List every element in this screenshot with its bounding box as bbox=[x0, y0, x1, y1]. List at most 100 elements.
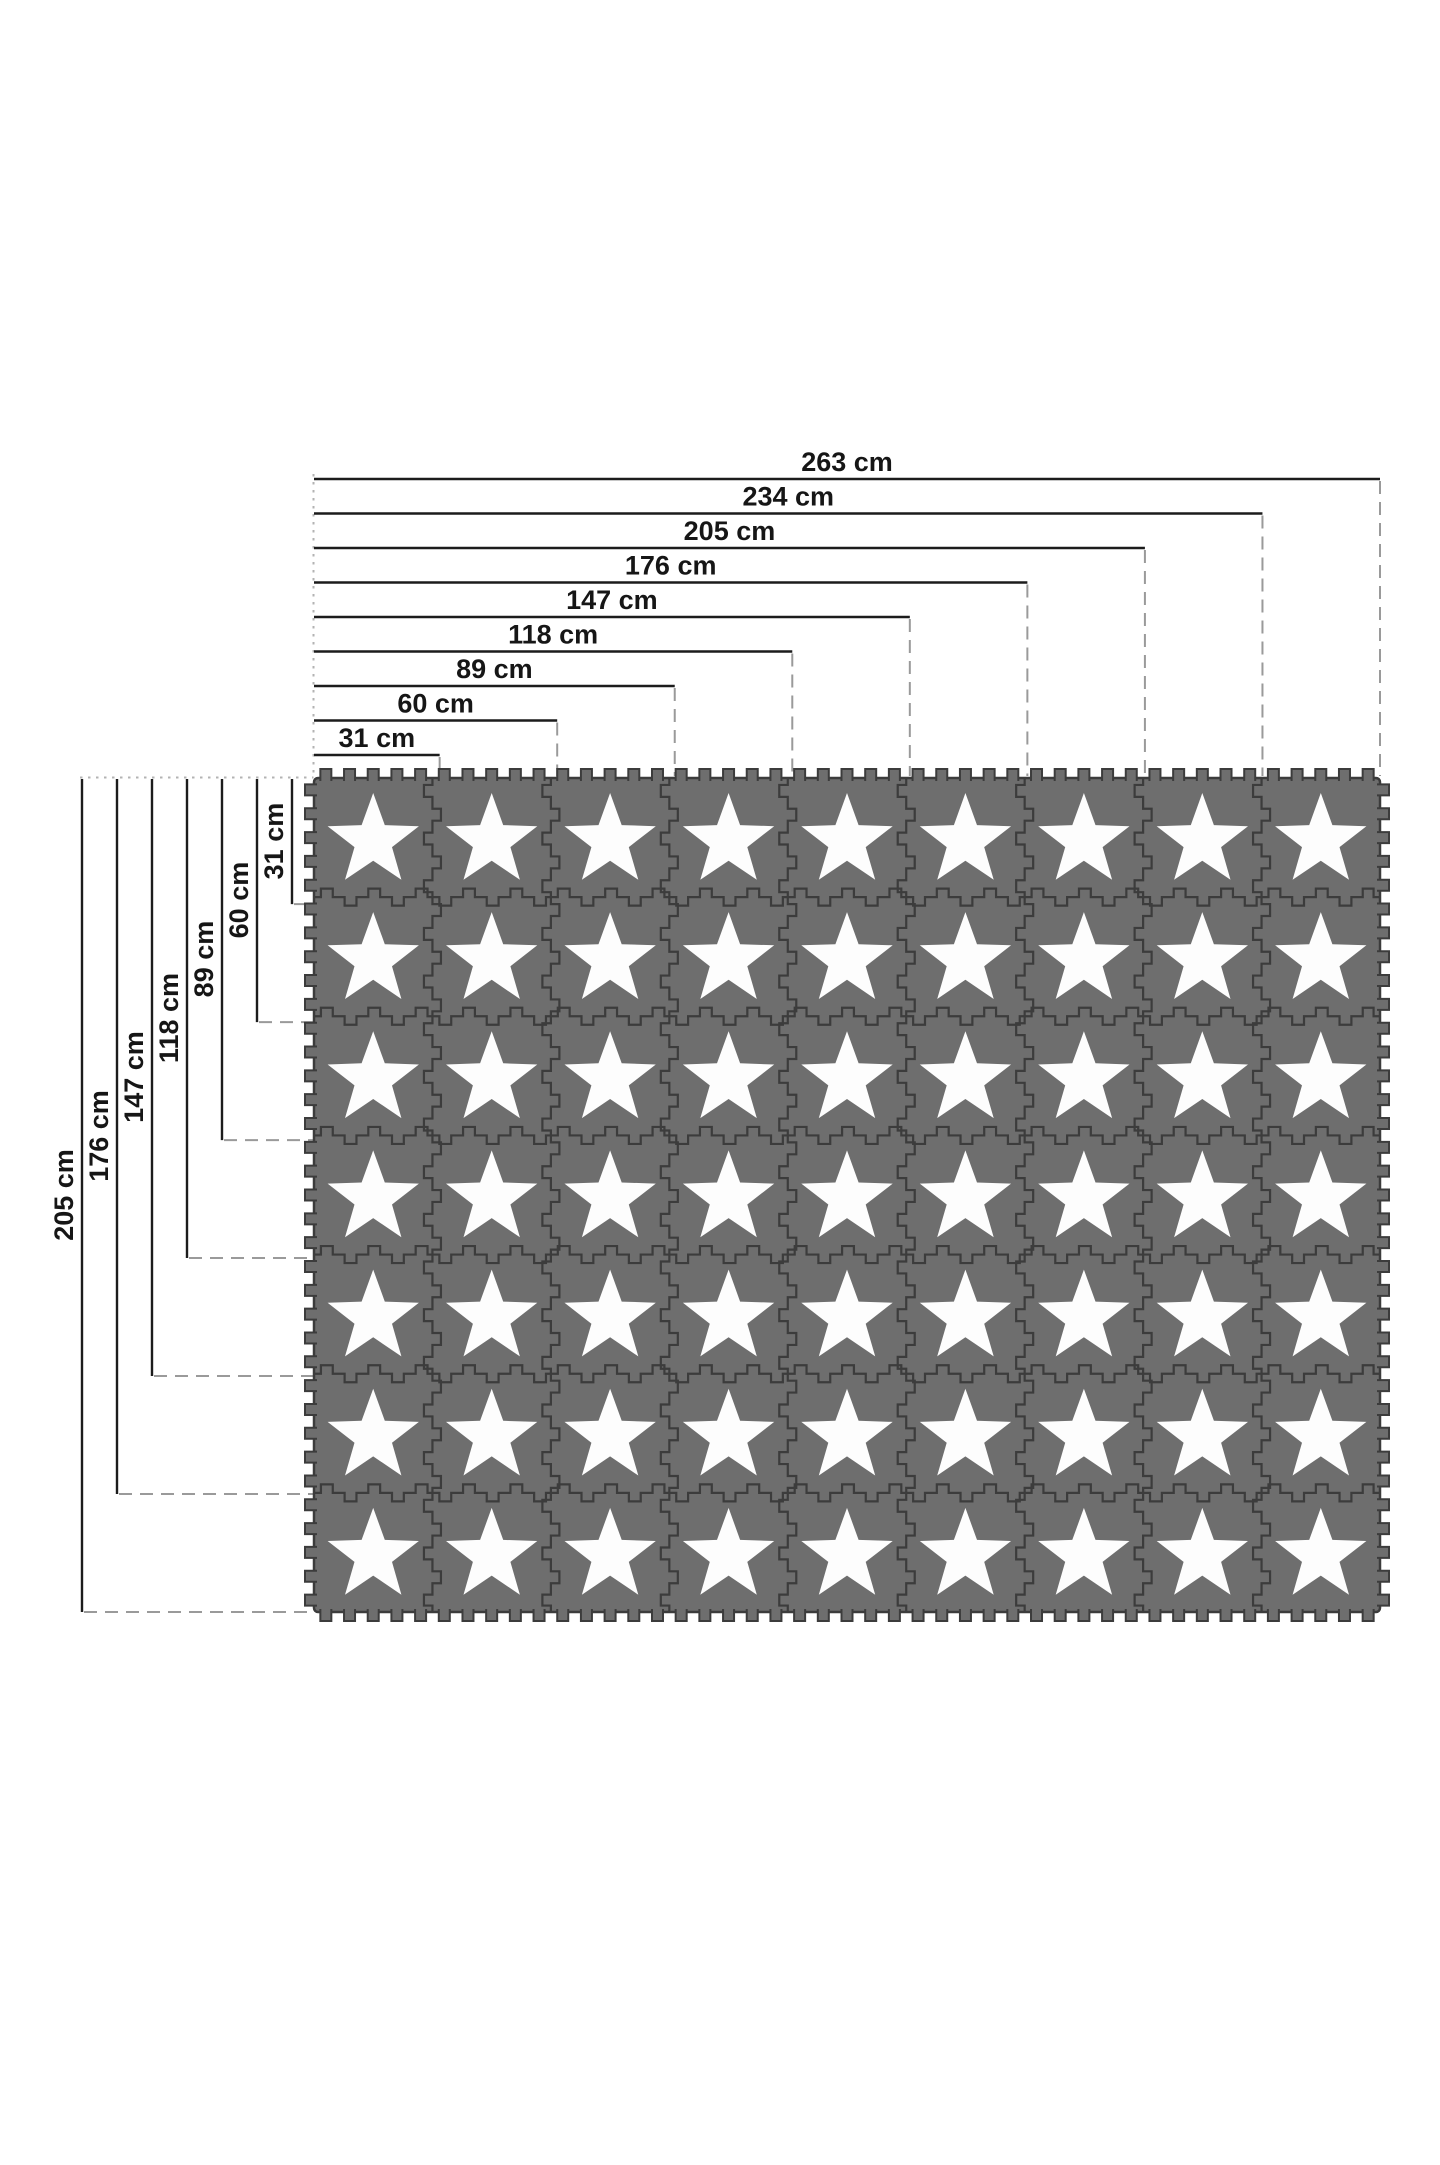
height-dim-label-89: 89 cm bbox=[189, 921, 219, 998]
star-icon bbox=[1038, 1269, 1130, 1357]
mat-tooth-right bbox=[1377, 1259, 1390, 1273]
mat-tooth-left bbox=[304, 1522, 317, 1536]
star-icon bbox=[446, 1388, 538, 1476]
mat-tooth-bottom bbox=[390, 1609, 404, 1622]
mat-tooth-bottom bbox=[343, 1609, 357, 1622]
star-icon bbox=[446, 1150, 538, 1238]
mat-tooth-bottom bbox=[1124, 1609, 1138, 1622]
star-icon bbox=[801, 1269, 893, 1357]
mat-tooth-bottom bbox=[1337, 1609, 1351, 1622]
star-icon bbox=[919, 912, 1012, 999]
mat-tooth-right bbox=[1377, 1021, 1390, 1035]
mat-tooth-right bbox=[1377, 1545, 1390, 1559]
star-icon bbox=[1275, 912, 1367, 999]
mat-tooth-bottom bbox=[935, 1609, 949, 1622]
mat-tooth-bottom bbox=[437, 1609, 451, 1622]
star-icon bbox=[1156, 912, 1248, 999]
mat-tooth-top bbox=[1290, 768, 1304, 781]
mat-tooth-right bbox=[1377, 1593, 1390, 1607]
star-icon bbox=[327, 1150, 419, 1238]
mat-seam-vertical bbox=[778, 779, 798, 1611]
star-icon bbox=[327, 1507, 419, 1595]
mat-tooth-right bbox=[1377, 878, 1390, 892]
mat-tooth-bottom bbox=[1077, 1609, 1091, 1622]
mat-tooth-bottom bbox=[816, 1609, 830, 1622]
height-dim-label-147: 147 cm bbox=[119, 1031, 149, 1123]
mat-tooth-bottom bbox=[1030, 1609, 1044, 1622]
mat-tooth-left bbox=[304, 950, 317, 964]
mat-tooth-bottom bbox=[887, 1609, 901, 1622]
star-icon bbox=[801, 1507, 893, 1595]
mat-seam-vertical bbox=[659, 779, 679, 1611]
star-icon bbox=[919, 793, 1012, 880]
mat-tooth-right bbox=[1377, 1355, 1390, 1369]
width-dim-label-118: 118 cm bbox=[508, 620, 598, 650]
mat-tooth-left bbox=[304, 974, 317, 988]
mat-tooth-right bbox=[1377, 1164, 1390, 1178]
mat-tooth-bottom bbox=[1006, 1609, 1020, 1622]
mat-tooth-top bbox=[650, 768, 664, 781]
mat-tooth-left bbox=[304, 1140, 317, 1154]
mat-tooth-bottom bbox=[840, 1609, 854, 1622]
star-icon bbox=[327, 1388, 419, 1476]
mat-tooth-right bbox=[1377, 1236, 1390, 1250]
star-icon bbox=[564, 1031, 656, 1119]
mat-tooth-left bbox=[304, 902, 317, 916]
mat-tooth-left bbox=[304, 1355, 317, 1369]
mat-tooth-bottom bbox=[769, 1609, 783, 1622]
mat-tooth-right bbox=[1377, 1212, 1390, 1226]
width-dimensions: 263 cm 234 cm 205 cm 176 cm 147 cm 118 cm 89 c… bbox=[314, 447, 1381, 776]
star-icon bbox=[801, 793, 893, 880]
mat-tooth-top bbox=[556, 768, 570, 781]
star-icon bbox=[446, 1269, 538, 1357]
mat-tooth-top bbox=[1172, 768, 1186, 781]
mat-tooth-right bbox=[1377, 1045, 1390, 1059]
star-icon bbox=[1038, 1150, 1130, 1238]
mat-tooth-left bbox=[304, 1259, 317, 1273]
star-icon bbox=[1156, 1388, 1248, 1476]
height-dim-label-60: 60 cm bbox=[224, 862, 254, 939]
mat-tooth-left bbox=[304, 1474, 317, 1488]
mat-tooth-right bbox=[1377, 1331, 1390, 1345]
mat-tooth-top bbox=[461, 768, 475, 781]
star-icon bbox=[1156, 1507, 1248, 1595]
mat-tooth-left bbox=[304, 1117, 317, 1131]
star-icon bbox=[1275, 1269, 1367, 1357]
mat-tooth-top bbox=[627, 768, 641, 781]
mat-tooth-left bbox=[304, 1569, 317, 1583]
mat-tooth-top bbox=[1148, 768, 1162, 781]
mat-tooth-left bbox=[304, 1545, 317, 1559]
mat-tooth-left bbox=[304, 1069, 317, 1083]
mat-tooth-left bbox=[304, 1379, 317, 1393]
mat-tooth-bottom bbox=[461, 1609, 475, 1622]
star-icon bbox=[564, 1507, 656, 1595]
mat-tooth-right bbox=[1377, 1498, 1390, 1512]
mat-tooth-bottom bbox=[366, 1609, 380, 1622]
mat-tooth-top bbox=[698, 768, 712, 781]
mat-tooth-left bbox=[304, 926, 317, 940]
mat-stars bbox=[327, 793, 1367, 1595]
star-icon bbox=[801, 912, 893, 999]
star-icon bbox=[327, 912, 419, 999]
mat-tooth-right bbox=[1377, 1283, 1390, 1297]
mat-tooth-right bbox=[1377, 1402, 1390, 1416]
mat-tooth-bottom bbox=[864, 1609, 878, 1622]
mat-tooth-left bbox=[304, 1021, 317, 1035]
mat-tooth-right bbox=[1377, 997, 1390, 1011]
mat-tooth-bottom bbox=[1266, 1609, 1280, 1622]
mat-tooth-top bbox=[1337, 768, 1351, 781]
mat-tooth-left bbox=[304, 1236, 317, 1250]
mat-tooth-top bbox=[603, 768, 617, 781]
mat-tooth-bottom bbox=[532, 1609, 546, 1622]
star-icon bbox=[682, 1031, 775, 1119]
mat-tooth-top bbox=[1361, 768, 1375, 781]
mat-tooth-top bbox=[508, 768, 522, 781]
mat-tooth-right bbox=[1377, 831, 1390, 845]
width-dim-label-176: 176 cm bbox=[625, 551, 717, 581]
mat-tooth-bottom bbox=[1290, 1609, 1304, 1622]
star-icon bbox=[446, 1507, 538, 1595]
mat-seam-vertical bbox=[1015, 779, 1035, 1611]
mat-tooth-top bbox=[1006, 768, 1020, 781]
mat-seam-vertical bbox=[541, 779, 561, 1611]
